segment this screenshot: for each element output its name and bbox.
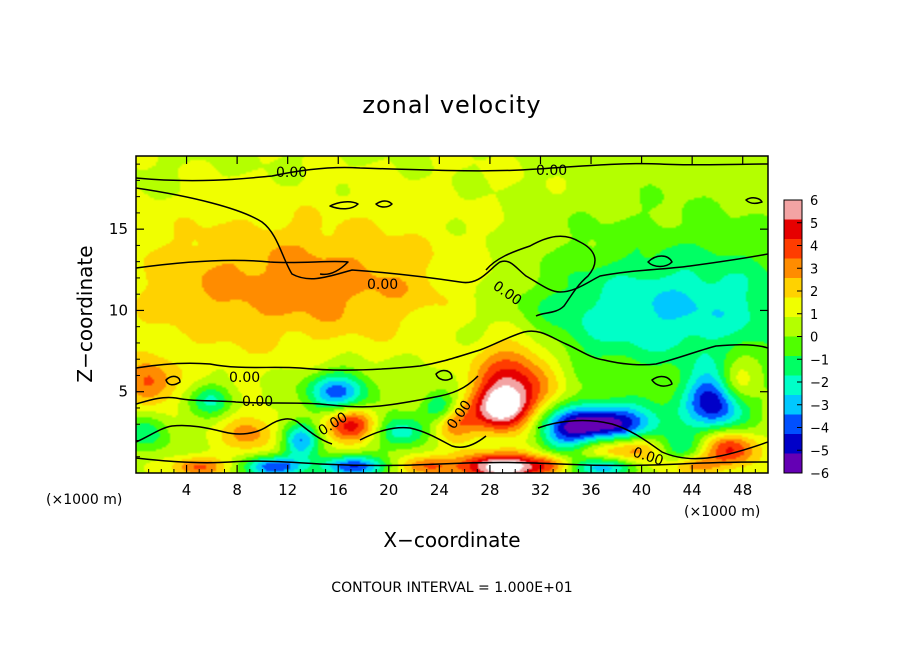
contour-line <box>375 200 393 208</box>
colorbar-tick-label: −5 <box>810 444 829 459</box>
contour-interval-note: CONTOUR INTERVAL = 1.000E+01 <box>331 580 572 596</box>
colorbar-swatch <box>784 239 802 259</box>
y-tick-label: 5 <box>118 383 128 401</box>
x-tick-label: 12 <box>278 481 297 499</box>
colorbar-tick-label: −2 <box>810 376 829 391</box>
y-tick-label: 10 <box>109 301 128 319</box>
colorbar-swatch <box>784 336 802 357</box>
contour-line <box>136 187 768 293</box>
contour-line <box>136 418 333 445</box>
colorbar-tick-label: −6 <box>810 467 829 482</box>
contour-label: 0.00 <box>242 394 273 410</box>
x-axis-label: X−coordinate <box>383 528 520 552</box>
contour-line <box>136 259 349 276</box>
contour-label: 0.00 <box>276 165 307 181</box>
colorbar-swatch <box>784 395 802 415</box>
contour-line <box>435 369 453 381</box>
colorbar-tick-label: 2 <box>810 285 818 300</box>
chart-title: zonal velocity <box>362 91 541 119</box>
contour-label: 0.00 <box>367 277 398 293</box>
colorbar-tick-label: −3 <box>810 399 829 414</box>
colorbar-swatch <box>784 317 802 337</box>
x-tick-label: 40 <box>632 481 651 499</box>
colorbar-swatch <box>784 375 802 396</box>
colorbar-tick-label: 1 <box>810 308 818 323</box>
velocity-field-image <box>136 156 768 473</box>
contour-labels: 0.00 0.00 0.00 0.00 0.00 0.00 0.00 0.00 … <box>229 163 665 469</box>
contour-line <box>537 419 768 460</box>
colorbar-swatch <box>784 258 802 279</box>
contour-line <box>485 235 596 317</box>
contour-line <box>136 375 479 408</box>
contour-line <box>359 426 487 448</box>
x-tick-label: 20 <box>379 481 398 499</box>
x-tick-label: 4 <box>182 481 192 499</box>
colorbar-tick-label: −1 <box>810 353 829 368</box>
contour-line <box>136 330 768 371</box>
colorbar-tick-label: 5 <box>810 217 818 232</box>
colorbar-swatch <box>784 414 802 435</box>
colorbar-swatch <box>784 434 802 454</box>
heatmap-field <box>136 156 768 473</box>
contour-line <box>651 375 673 387</box>
contour-label: 0.00 <box>229 370 260 386</box>
contour-line <box>165 375 181 386</box>
colorbar: 6 5 4 3 2 1 0 −1 −2 −3 −4 −5 −6 <box>783 194 829 482</box>
contour-line <box>745 197 763 205</box>
colorbar-tick-label: 4 <box>810 240 818 255</box>
colorbar-tick-label: 3 <box>810 262 818 277</box>
x-tick-label: 28 <box>480 481 499 499</box>
contour-line <box>136 162 768 182</box>
contour-line <box>329 201 359 210</box>
colorbar-swatch <box>784 453 802 474</box>
colorbar-swatch <box>784 200 802 220</box>
x-tick-label: 48 <box>733 481 752 499</box>
x-unit-left: (×1000 m) <box>46 492 122 508</box>
y-axis-label: Z−coordinate <box>73 245 97 382</box>
x-tick-label: 36 <box>581 481 600 499</box>
colorbar-swatch <box>784 297 802 318</box>
colorbar-tick-label: 0 <box>810 331 818 346</box>
contour-line <box>136 457 768 467</box>
x-unit-right: (×1000 m) <box>684 504 760 520</box>
colorbar-tick-label: −4 <box>810 422 829 437</box>
x-tick-label: 24 <box>430 481 449 499</box>
x-tick-label: 16 <box>329 481 348 499</box>
x-tick-label: 32 <box>531 481 550 499</box>
x-tick-label: 44 <box>683 481 702 499</box>
zero-contours <box>136 162 768 467</box>
colorbar-swatch <box>784 356 802 376</box>
colorbar-swatch <box>784 219 802 240</box>
x-tick-label: 8 <box>232 481 242 499</box>
colorbar-swatch <box>784 278 802 298</box>
contour-line <box>647 255 673 268</box>
colorbar-tick-label: 6 <box>810 194 818 209</box>
contour-label: 0.00 <box>536 163 567 179</box>
y-tick-label: 15 <box>109 220 128 238</box>
